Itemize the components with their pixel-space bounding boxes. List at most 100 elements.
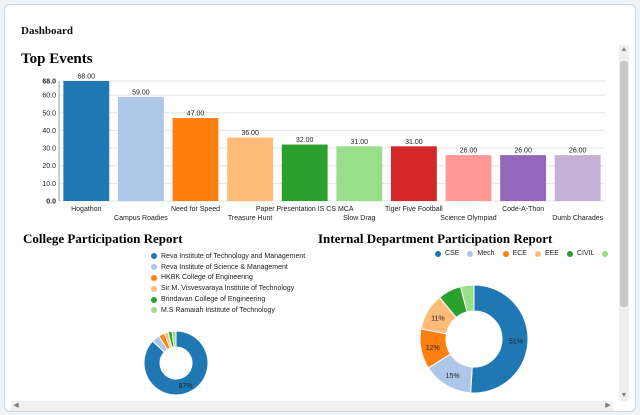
slice-label: 12%: [426, 345, 440, 352]
slice-label: 51%: [509, 338, 523, 345]
bar-value-label: 47.00: [187, 111, 205, 118]
y-tick-label: 10.0: [42, 181, 56, 188]
legend-label: ECE: [512, 250, 527, 257]
x-tick-label: Need for Speed: [171, 206, 220, 213]
horizontal-scrollbar[interactable]: ◀ ▶: [11, 401, 613, 411]
y-tick-label: 0.0: [46, 199, 56, 206]
legend-item[interactable]: EEE: [534, 250, 559, 257]
legend-item[interactable]: CSE: [435, 250, 459, 257]
donut-slice[interactable]: [171, 330, 177, 348]
donut-slice[interactable]: [143, 330, 209, 396]
legend-swatch: [151, 264, 157, 271]
dept-report-title: Internal Department Participation Report: [318, 231, 553, 246]
slice-label: 87%: [179, 383, 193, 390]
bar[interactable]: [390, 146, 437, 201]
y-tick-label: 30.0: [42, 146, 56, 153]
legend-swatch: [602, 250, 609, 257]
dept-legend: CSE Mech ECE EEE CIVIL ISE: [435, 250, 613, 257]
college-legend: Reva Institute of Technology and Managem…: [151, 251, 305, 316]
scroll-left-arrow-icon[interactable]: ◀: [13, 402, 19, 409]
bar-value-label: 32.00: [296, 137, 314, 144]
scroll-up-arrow-icon[interactable]: ▲: [620, 46, 628, 53]
slice-label: 15%: [446, 373, 460, 380]
bar[interactable]: [227, 137, 274, 201]
bar-value-label: 26.00: [460, 148, 478, 155]
legend-item[interactable]: Reva Institute of Science & Management: [151, 262, 305, 273]
top-events-chart: 0.0 10.0 20.0 30.0 40.0 50.0 60.0 68.0 68.00 Hoga…: [42, 74, 605, 222]
bar[interactable]: [172, 118, 219, 201]
x-tick-label: Dumb Charades: [552, 215, 603, 222]
vertical-scrollbar[interactable]: ▲ ▼: [619, 45, 629, 401]
legend-item[interactable]: Mech: [467, 250, 495, 257]
bar[interactable]: [63, 81, 110, 201]
dept-donut-chart: 51% 15% 12% 11%: [419, 284, 529, 394]
legend-label: Reva Institute of Technology and Managem…: [161, 252, 306, 260]
bar[interactable]: [445, 155, 492, 201]
legend-item[interactable]: Brindavan College of Engineering: [151, 294, 305, 305]
x-tick-label: Campus Roadies: [114, 215, 168, 222]
y-tick-label: 20.0: [42, 163, 56, 170]
x-tick-label: Hogathon: [71, 206, 101, 213]
legend-swatch: [435, 250, 441, 257]
legend-label: Reva Institute of Science & Management: [161, 263, 288, 271]
scroll-right-arrow-icon[interactable]: ▶: [605, 402, 611, 409]
bar[interactable]: [281, 144, 328, 201]
legend-label: Sir M. Visvesvaraya Institute of Technol…: [161, 285, 295, 293]
legend-label: Brindavan College of Engineering: [161, 296, 266, 304]
legend-item[interactable]: ISE: [602, 250, 613, 257]
y-tick-label: 68.0: [42, 79, 56, 86]
bar[interactable]: [336, 146, 383, 201]
bar-value-label: 26.00: [569, 148, 587, 155]
legend-item[interactable]: Reva Institute of Technology and Managem…: [151, 251, 305, 262]
bar-value-label: 36.00: [241, 130, 259, 137]
legend-label: EEE: [544, 250, 559, 257]
scroll-down-arrow-icon[interactable]: ▼: [620, 392, 628, 399]
legend-label: HKBK College of Engineering: [161, 274, 253, 282]
scroll-content: Top Events 0.0 10.0 20.0 30.0 40.0 50.0 60.0 68…: [11, 45, 613, 401]
bar-value-label: 26.00: [514, 148, 532, 155]
page-title: Dashboard: [21, 25, 73, 37]
y-tick-label: 40.0: [42, 128, 56, 135]
legend-label: ISE: [612, 250, 613, 257]
top-events-title: Top Events: [21, 51, 93, 67]
bar-value-label: 31.00: [351, 139, 369, 146]
legend-label: M.S Ramaiah Institute of Technology: [161, 306, 275, 314]
legend-swatch: [151, 296, 157, 303]
legend-swatch: [566, 250, 573, 257]
legend-item[interactable]: ECE: [502, 250, 527, 257]
legend-swatch: [151, 307, 157, 314]
bar[interactable]: [500, 155, 547, 201]
dashboard-window: Dashboard Top Events 0.0 10.0 20.0 30.0 40.0…: [4, 4, 636, 412]
legend-item[interactable]: HKBK College of Engineering: [151, 273, 305, 284]
college-report-title: College Participation Report: [23, 231, 183, 246]
bar[interactable]: [117, 96, 164, 201]
legend-swatch: [151, 253, 157, 260]
x-tick-label: Tiger Five Football: [385, 206, 443, 213]
slice-label: 11%: [431, 316, 445, 323]
y-tick-label: 50.0: [42, 110, 56, 117]
bar-value-label: 59.00: [132, 89, 150, 96]
legend-swatch: [534, 250, 541, 257]
donut-slice[interactable]: [459, 284, 475, 313]
bar-value-label: 31.00: [405, 139, 423, 146]
legend-swatch: [502, 250, 509, 257]
x-tick-label: Treasure Hunt: [228, 215, 273, 222]
legend-item[interactable]: Sir M. Visvesvaraya Institute of Technol…: [151, 283, 305, 294]
legend-item[interactable]: CIVIL: [566, 250, 595, 257]
legend-label: CSE: [445, 250, 460, 257]
legend-label: Mech: [477, 250, 495, 257]
legend-item[interactable]: M.S Ramaiah Institute of Technology: [151, 305, 305, 316]
x-tick-label: Code-A-Thon: [502, 206, 544, 213]
legend-swatch: [151, 274, 157, 281]
legend-swatch: [151, 285, 157, 292]
bar-value-label: 68.00: [78, 74, 96, 81]
x-tick-label: Paper Presentation IS CS MCA: [256, 206, 354, 213]
x-tick-label: Slow Drag: [343, 215, 375, 222]
y-tick-label: 60.0: [42, 93, 56, 100]
legend-label: CIVIL: [576, 250, 595, 257]
x-tick-label: Science Olympiad: [440, 215, 497, 222]
college-donut-chart: 87%: [143, 330, 209, 396]
bar[interactable]: [554, 155, 601, 201]
donut-slice[interactable]: [470, 284, 529, 394]
vertical-scroll-thumb[interactable]: [620, 61, 628, 307]
